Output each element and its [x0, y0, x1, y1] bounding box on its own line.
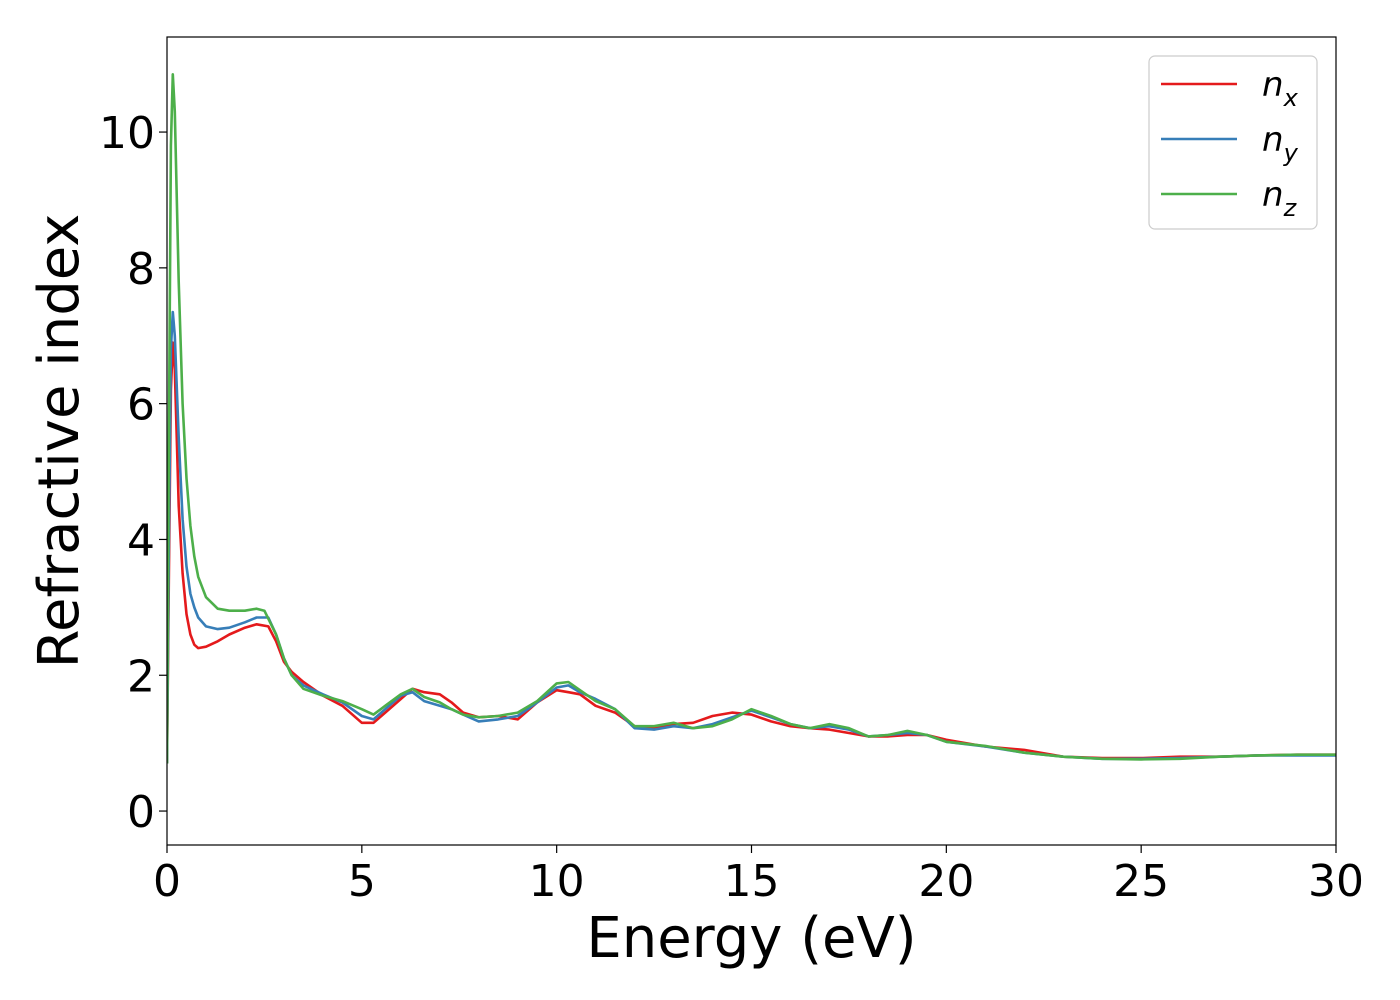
y-tick-label: 10 — [99, 108, 155, 159]
legend-box — [1148, 55, 1318, 230]
y-axis-title: Refractive index — [27, 214, 92, 669]
x-tick-label: 25 — [1113, 856, 1169, 907]
y-axis: 0 2 4 6 8 10 — [99, 108, 167, 838]
series-line-ny — [167, 310, 1336, 764]
y-tick-label: 0 — [127, 787, 155, 838]
x-tick-label: 30 — [1308, 856, 1364, 907]
x-tick-label: 20 — [918, 856, 974, 907]
x-tick-label: 5 — [348, 856, 376, 907]
x-tick-label: 15 — [724, 856, 780, 907]
x-axis: 0 5 10 15 20 25 30 — [153, 845, 1364, 907]
series-layer — [167, 73, 1336, 764]
y-tick-label: 8 — [127, 244, 155, 295]
y-tick-label: 4 — [127, 515, 155, 566]
series-line-nz — [167, 73, 1336, 764]
x-tick-label: 10 — [529, 856, 585, 907]
x-axis-title: Energy (eV) — [586, 906, 916, 971]
y-tick-label: 6 — [127, 380, 155, 431]
y-tick-label: 2 — [127, 651, 155, 702]
x-tick-label: 0 — [153, 856, 181, 907]
